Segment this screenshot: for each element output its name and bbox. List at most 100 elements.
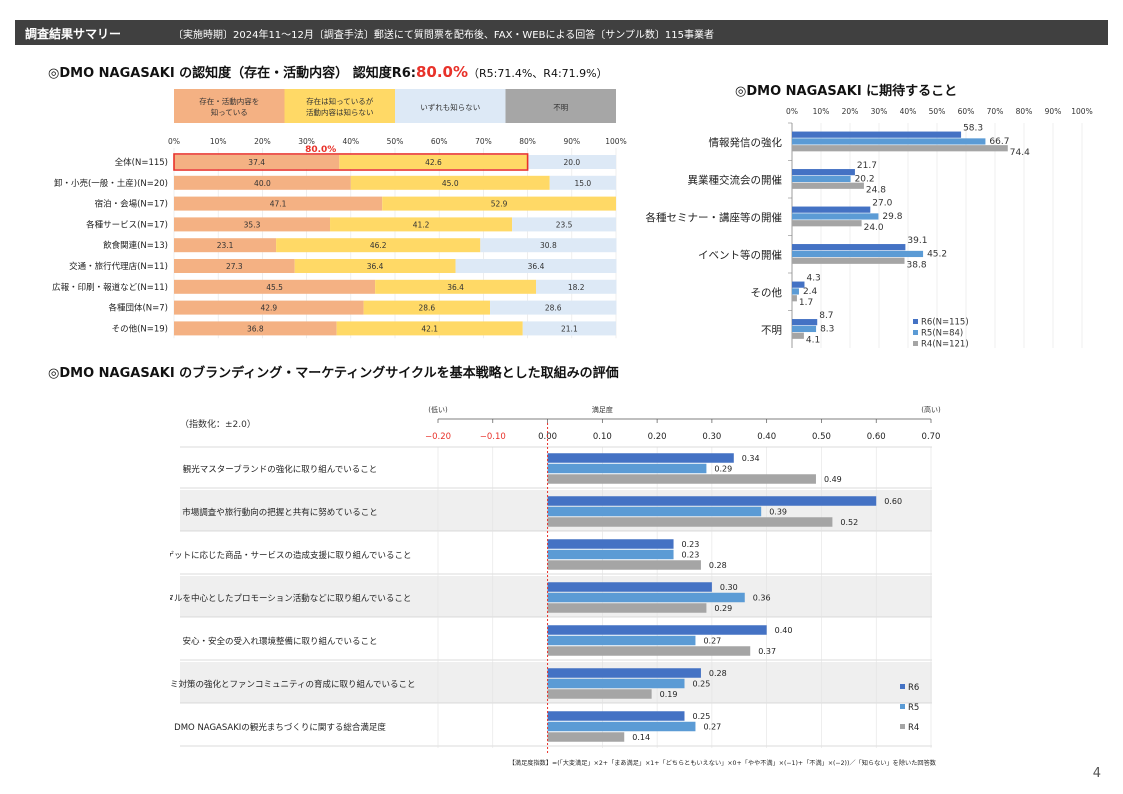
x-tick-label: 0.20 <box>648 432 667 442</box>
axis-title: 満足度 <box>592 405 613 414</box>
bar-R4 <box>547 646 751 656</box>
data-label: 37.4 <box>248 158 265 167</box>
section2-title: ◎DMO NAGASAKI に期待すること <box>735 84 958 99</box>
category-label: 卸・小売(一般・土産)(N=20) <box>54 178 168 189</box>
data-label: 0.23 <box>682 551 700 560</box>
bar-R5 <box>547 635 696 646</box>
bar-segment <box>339 155 528 169</box>
bar-R6 <box>547 453 734 463</box>
x-tick-label: 0% <box>168 137 180 146</box>
x-tick-label: −0.20 <box>425 432 451 442</box>
data-label: 23.5 <box>556 220 573 229</box>
data-label: 74.4 <box>1010 148 1030 158</box>
highlight-label: 80.0% <box>305 145 336 155</box>
bar-R5(N=84) <box>792 325 817 333</box>
x-tick-label: 40% <box>342 137 359 146</box>
data-label: 52.9 <box>491 200 508 209</box>
data-label: 0.25 <box>693 712 711 721</box>
legend-swatch <box>913 330 918 335</box>
data-label: 42.6 <box>425 158 442 167</box>
data-label: 0.14 <box>632 733 650 742</box>
bar-R6(N=115) <box>792 319 818 326</box>
data-label: 47.1 <box>270 200 287 209</box>
bar-segment <box>276 238 481 253</box>
bar-segment <box>174 300 364 315</box>
page-number: 4 <box>1092 766 1101 781</box>
data-label: 28.6 <box>545 304 562 313</box>
data-label: 8.3 <box>820 324 834 334</box>
bar-R4(N=121) <box>792 332 804 339</box>
legend-label-2: いずれも知らない <box>420 102 480 112</box>
data-label: 2.4 <box>803 287 818 297</box>
data-label: 1.7 <box>799 298 813 308</box>
legend-swatch-2 <box>395 89 506 123</box>
x-tick-label: 0.70 <box>922 432 941 442</box>
data-label: 0.28 <box>709 669 727 678</box>
x-tick-label: 60% <box>431 137 448 146</box>
legend-swatch-3 <box>505 89 616 123</box>
data-label: 30.8 <box>540 241 557 250</box>
data-label: 41.2 <box>413 220 430 229</box>
legend-label: R5(N=84) <box>921 329 963 339</box>
category-label: 交通・旅行代理店(N=11) <box>69 261 168 272</box>
legend-swatch <box>900 724 905 729</box>
data-label: 0.40 <box>775 626 793 635</box>
bar-segment <box>174 196 383 211</box>
bar-segment <box>174 217 331 232</box>
x-tick-label: 70% <box>987 107 1004 116</box>
data-label: 24.8 <box>866 186 886 196</box>
bar-R6(N=115) <box>792 206 871 213</box>
data-label: 28.6 <box>418 304 435 313</box>
bar-R5(N=84) <box>792 175 851 183</box>
category-label: 全体(N=115) <box>115 157 168 168</box>
bar-R5 <box>547 463 707 474</box>
bar-segment <box>522 321 616 336</box>
category-label: 市場調査や旅行動向の把握と共有に努めていること <box>182 507 378 518</box>
data-label: 45.2 <box>927 249 947 259</box>
data-label: 66.7 <box>989 137 1009 147</box>
x-tick-label: 30% <box>871 107 888 116</box>
bar-R4 <box>547 689 652 699</box>
category-label: その他(N=19) <box>112 323 168 334</box>
bar-R5 <box>547 721 696 732</box>
x-tick-label: 30% <box>298 137 315 146</box>
bar-segment <box>480 238 617 253</box>
data-label: 36.4 <box>447 283 464 292</box>
category-label: 広報・印刷・報道など(N=11) <box>52 282 168 293</box>
bar-segment <box>512 217 616 232</box>
x-tick-label: 100% <box>605 137 626 146</box>
bar-R4(N=121) <box>792 295 797 302</box>
x-tick-label: 20% <box>842 107 859 116</box>
bar-R6(N=115) <box>792 244 906 251</box>
bar-R4(N=121) <box>792 257 905 264</box>
legend-label-0: 知っている <box>211 107 248 117</box>
bar-R5(N=84) <box>792 288 799 295</box>
category-label: 各種サービス(N=17) <box>86 219 168 230</box>
formula-note: 【満足度指数】=(「大変満足」×2+「まあ満足」×1+「どちらともいえない」×0… <box>509 759 937 767</box>
bar-segment <box>174 279 376 294</box>
data-label: 38.8 <box>907 261 927 271</box>
bar-R4(N=121) <box>792 182 864 189</box>
bar-R5(N=84) <box>792 213 879 220</box>
data-label: 40.0 <box>254 179 271 188</box>
bar-R5 <box>547 678 685 689</box>
bar-R4 <box>547 517 833 527</box>
bar-R6(N=115) <box>792 131 962 138</box>
bar-R4(N=121) <box>792 220 862 227</box>
bar-segment <box>490 300 617 315</box>
legend-label: R4 <box>908 723 919 733</box>
x-tick-label: 40% <box>900 107 917 116</box>
x-tick-label: 10% <box>813 107 830 116</box>
data-label: 24.0 <box>864 223 884 233</box>
data-label: 27.0 <box>872 199 892 209</box>
category-label: 不明 <box>761 324 782 336</box>
data-label: 8.7 <box>819 311 833 321</box>
legend-label: R4(N=121) <box>921 340 969 350</box>
bar-R6(N=115) <box>792 169 855 176</box>
bar-segment <box>336 321 523 336</box>
legend-swatch <box>913 341 918 346</box>
bar-R5 <box>547 592 745 603</box>
legend-swatch-0 <box>174 89 285 123</box>
data-label: 4.1 <box>806 336 820 346</box>
highlight-box <box>173 153 529 171</box>
